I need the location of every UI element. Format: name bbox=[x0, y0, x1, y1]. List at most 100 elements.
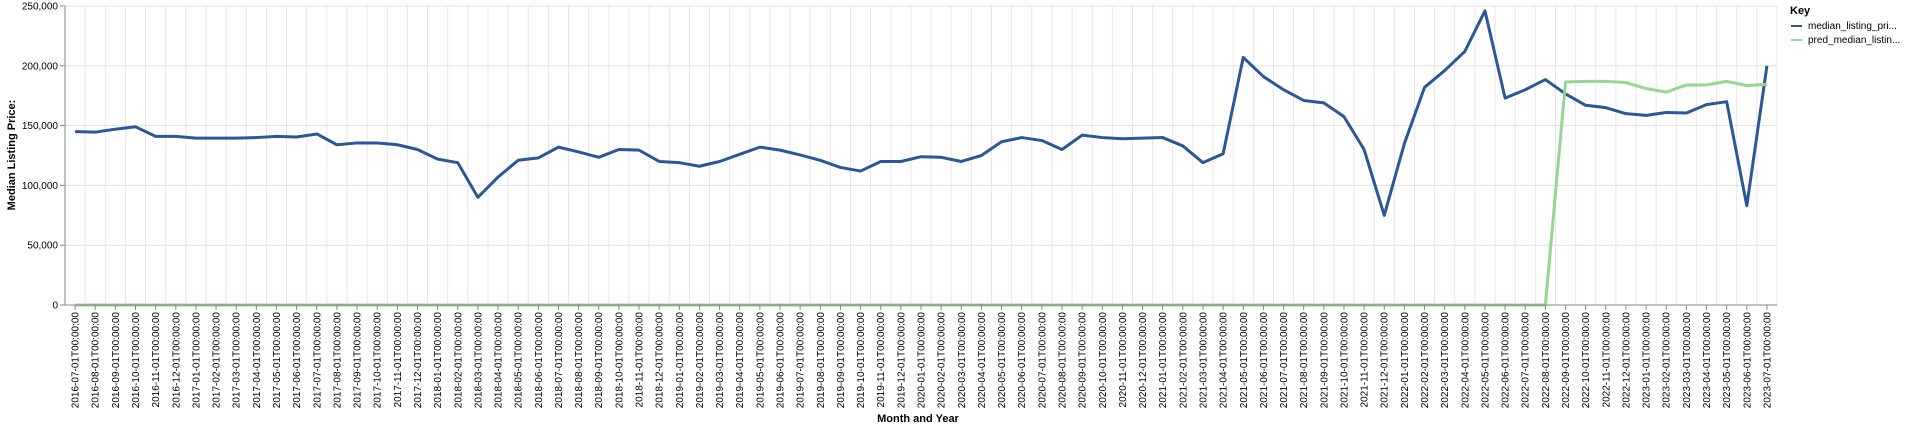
data-point bbox=[1584, 80, 1586, 82]
x-tick-label: 2016-12-01T00:00:00 bbox=[171, 312, 182, 409]
x-tick-label: 2019-03-01T00:00:00 bbox=[715, 312, 726, 409]
x-tick-label: 2022-03-01T00:00:00 bbox=[1440, 312, 1451, 409]
series-layer bbox=[74, 9, 1769, 307]
x-tick-label: 2023-02-01T00:00:00 bbox=[1662, 312, 1673, 409]
data-point bbox=[779, 149, 781, 151]
data-point bbox=[1725, 80, 1727, 82]
data-point bbox=[94, 131, 96, 133]
series-line-median-listing-price bbox=[75, 9, 1769, 217]
data-point bbox=[1705, 84, 1707, 86]
x-tick-label: 2021-08-01T00:00:00 bbox=[1299, 312, 1310, 409]
x-tick-label: 2018-01-01T00:00:00 bbox=[433, 312, 444, 409]
x-tick-label: 2020-04-01T00:00:00 bbox=[977, 312, 988, 409]
data-point bbox=[1262, 75, 1264, 77]
x-tick-label: 2021-09-01T00:00:00 bbox=[1319, 312, 1330, 409]
data-point bbox=[1685, 112, 1687, 114]
data-point bbox=[275, 135, 277, 137]
x-tick-label: 2020-03-01T00:00:00 bbox=[957, 312, 968, 409]
x-tick-label: 2022-06-01T00:00:00 bbox=[1501, 312, 1512, 409]
data-point bbox=[900, 160, 902, 162]
x-tick-label: 2022-09-01T00:00:00 bbox=[1561, 312, 1572, 409]
data-point bbox=[880, 160, 882, 162]
data-point bbox=[1725, 100, 1727, 102]
data-point bbox=[678, 161, 680, 163]
data-point bbox=[457, 161, 459, 163]
data-point bbox=[336, 144, 338, 146]
x-tick-label: 2022-04-01T00:00:00 bbox=[1460, 312, 1471, 409]
x-tick-label: 2023-03-01T00:00:00 bbox=[1682, 312, 1693, 409]
data-point bbox=[235, 137, 237, 139]
x-tick-label: 2021-11-01T00:00:00 bbox=[1360, 312, 1371, 408]
data-point bbox=[114, 128, 116, 130]
data-point bbox=[195, 137, 197, 139]
x-tick-label: 2020-12-01T00:00:00 bbox=[1138, 312, 1149, 409]
legend: Key median_listing_pri... pred_median_li… bbox=[1790, 5, 1900, 46]
x-tick-label: 2023-01-01T00:00:00 bbox=[1642, 312, 1653, 409]
x-tick-label: 2017-10-01T00:00:00 bbox=[373, 312, 384, 409]
data-point bbox=[1443, 69, 1445, 71]
x-tick-label: 2017-09-01T00:00:00 bbox=[353, 312, 364, 409]
x-tick-label: 2018-08-01T00:00:00 bbox=[574, 312, 585, 409]
x-tick-label: 2023-07-01T00:00:00 bbox=[1762, 312, 1773, 409]
data-point bbox=[295, 136, 297, 138]
data-point bbox=[718, 160, 720, 162]
y-tick-label: 0 bbox=[52, 301, 58, 312]
data-point bbox=[1141, 137, 1143, 139]
x-tick-label: 2017-08-01T00:00:00 bbox=[332, 312, 343, 409]
data-point bbox=[557, 146, 559, 148]
data-point bbox=[1242, 56, 1244, 58]
data-point bbox=[1564, 81, 1566, 83]
data-point bbox=[1524, 89, 1526, 91]
data-point bbox=[376, 142, 378, 144]
data-point bbox=[1685, 84, 1687, 86]
x-tick-label: 2020-11-01T00:00:00 bbox=[1118, 312, 1129, 408]
data-point bbox=[1081, 134, 1083, 136]
x-tick-label: 2022-10-01T00:00:00 bbox=[1581, 312, 1592, 409]
data-point bbox=[1000, 141, 1002, 143]
data-point bbox=[1766, 65, 1768, 67]
data-point bbox=[134, 126, 136, 128]
x-tick-label: 2017-03-01T00:00:00 bbox=[232, 312, 243, 409]
data-point bbox=[1484, 10, 1486, 12]
data-point bbox=[1665, 91, 1667, 93]
y-axis-ticks: 0 50,000 100,000 150,000 200,000 250,000 bbox=[22, 2, 65, 312]
data-point bbox=[1302, 99, 1304, 101]
x-tick-label: 2022-12-01T00:00:00 bbox=[1621, 312, 1632, 409]
x-tick-label: 2018-10-01T00:00:00 bbox=[614, 312, 625, 409]
legend-label-median: median_listing_pri... bbox=[1808, 21, 1897, 32]
data-point bbox=[1161, 136, 1163, 138]
x-tick-label: 2021-05-01T00:00:00 bbox=[1239, 312, 1250, 409]
x-tick-label: 2020-10-01T00:00:00 bbox=[1098, 312, 1109, 409]
data-point bbox=[175, 135, 177, 137]
x-tick-label: 2020-09-01T00:00:00 bbox=[1078, 312, 1089, 409]
x-tick-label: 2021-07-01T00:00:00 bbox=[1279, 312, 1290, 409]
data-point bbox=[1282, 89, 1284, 91]
x-tick-label: 2017-11-01T00:00:00 bbox=[393, 312, 404, 408]
data-point bbox=[1423, 86, 1425, 88]
data-point bbox=[698, 165, 700, 167]
data-point bbox=[1766, 83, 1768, 85]
data-point bbox=[436, 158, 438, 160]
data-point bbox=[316, 133, 318, 135]
data-point bbox=[1746, 205, 1748, 207]
x-tick-label: 2017-07-01T00:00:00 bbox=[312, 312, 323, 409]
data-point bbox=[74, 130, 76, 132]
data-point bbox=[940, 156, 942, 158]
data-point bbox=[839, 166, 841, 168]
x-tick-label: 2016-08-01T00:00:00 bbox=[91, 312, 102, 409]
y-tick-label: 200,000 bbox=[22, 61, 59, 72]
x-tick-label: 2016-11-01T00:00:00 bbox=[151, 312, 162, 408]
x-tick-label: 2021-12-01T00:00:00 bbox=[1380, 312, 1391, 409]
x-axis-ticks: 2016-07-01T00:00:00 2016-08-01T00:00:00 20… bbox=[71, 305, 1773, 409]
data-point bbox=[658, 160, 660, 162]
x-tick-label: 2017-04-01T00:00:00 bbox=[252, 312, 263, 409]
x-tick-label: 2021-06-01T00:00:00 bbox=[1259, 312, 1270, 409]
data-point bbox=[1121, 138, 1123, 140]
data-point bbox=[537, 157, 539, 159]
data-point bbox=[598, 156, 600, 158]
data-point bbox=[618, 148, 620, 150]
x-tick-label: 2023-04-01T00:00:00 bbox=[1702, 312, 1713, 409]
data-point bbox=[1383, 214, 1385, 216]
data-point bbox=[1182, 145, 1184, 147]
x-tick-label: 2019-06-01T00:00:00 bbox=[776, 312, 787, 409]
